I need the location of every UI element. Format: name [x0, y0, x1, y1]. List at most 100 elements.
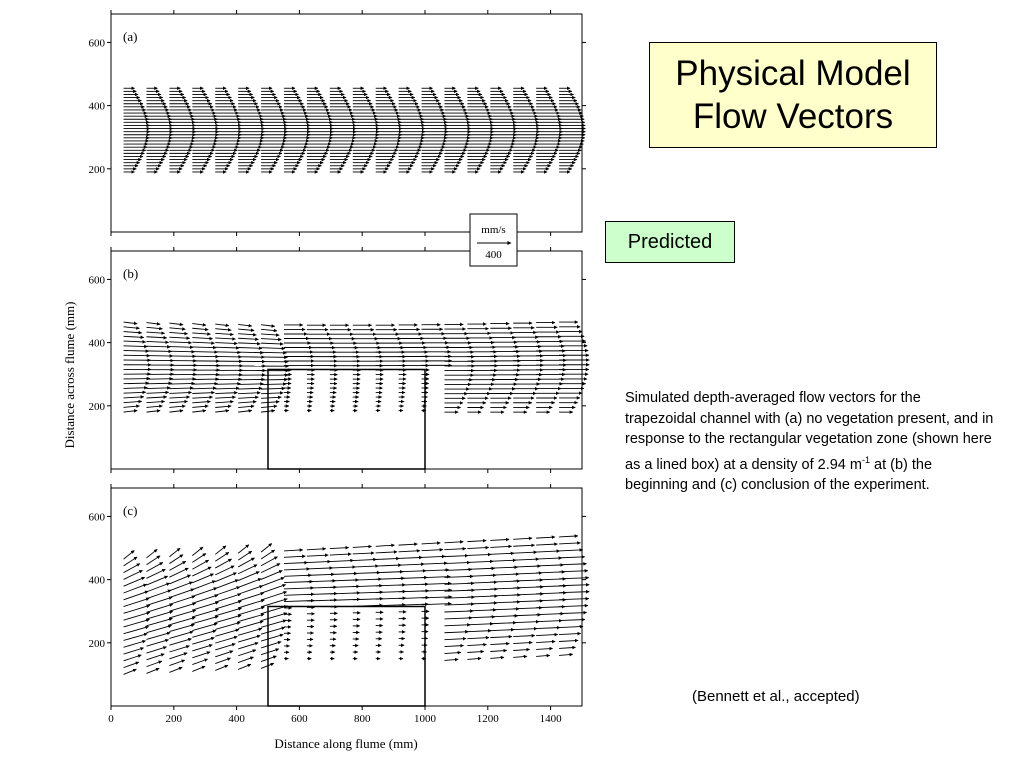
flow-vector	[398, 555, 423, 560]
flow-vector	[261, 337, 282, 342]
flow-vector	[169, 616, 196, 626]
flow-vector	[123, 639, 146, 648]
flow-vector	[215, 586, 241, 596]
flow-vector	[146, 568, 166, 579]
panel-c-label: (c)	[123, 503, 137, 518]
flow-vector	[169, 386, 194, 390]
flow-vector	[192, 390, 215, 395]
flow-vector	[169, 602, 196, 612]
scale-key-value: 400	[485, 249, 502, 261]
flow-vector	[467, 628, 492, 633]
flow-vector	[238, 649, 257, 657]
flow-vector	[306, 559, 331, 564]
flow-vector	[559, 541, 581, 545]
flow-vector	[421, 541, 441, 545]
flow-vector	[215, 600, 242, 610]
flow-vector	[536, 563, 564, 567]
flow-vector	[169, 554, 184, 564]
flow-vector	[444, 650, 462, 655]
flow-vector	[146, 409, 161, 413]
flow-vector	[123, 569, 143, 580]
flow-vector	[467, 538, 487, 543]
flow-vector	[169, 409, 184, 413]
flow-vector	[169, 595, 196, 605]
y-axis-label: Distance across flume (mm)	[62, 302, 77, 449]
flow-vector	[352, 564, 379, 568]
panel-a: (a) 200 400 600	[89, 10, 586, 236]
flow-vector	[146, 322, 161, 326]
flow-vector	[192, 566, 212, 577]
flow-vector	[238, 613, 265, 623]
flow-vector	[123, 385, 148, 390]
flow-vector	[146, 624, 172, 634]
flow-vector	[283, 573, 312, 578]
flow-vector	[123, 321, 138, 326]
flow-vector	[192, 327, 209, 332]
flow-vector	[192, 399, 211, 404]
flow-vector	[146, 660, 163, 668]
flow-vector	[169, 652, 188, 660]
flow-vector	[192, 546, 204, 556]
flow-vector	[536, 625, 561, 630]
predicted-label: Predicted	[627, 230, 713, 253]
flow-vector	[215, 635, 238, 644]
flow-vector	[490, 537, 510, 542]
flow-vector	[260, 633, 284, 642]
flow-vector	[352, 544, 372, 549]
flow-vector	[238, 634, 261, 643]
x-tick-label: 1000	[414, 713, 437, 725]
flow-vector	[490, 641, 510, 646]
flow-vector	[375, 550, 398, 554]
flow-vector	[513, 633, 536, 638]
flow-vector	[375, 543, 395, 548]
flow-vector	[444, 623, 471, 627]
flow-vector	[146, 399, 166, 404]
flow-vector	[192, 636, 215, 645]
flow-vector	[123, 550, 135, 560]
y-tick-label: 600	[89, 511, 106, 523]
flow-vector	[123, 625, 149, 635]
flow-vector	[192, 323, 207, 327]
flow-vector	[467, 635, 490, 640]
flow-vector	[215, 642, 236, 651]
flow-vector	[260, 640, 282, 649]
flow-vector	[123, 404, 140, 409]
flow-vector	[169, 581, 193, 592]
flow-vector	[146, 562, 164, 572]
flow-vector	[123, 611, 151, 621]
flow-vector	[215, 551, 230, 562]
flow-vector	[169, 327, 186, 331]
flow-vector	[146, 575, 169, 586]
flow-vector	[559, 569, 589, 573]
flow-vector	[215, 386, 240, 391]
flow-vector	[215, 628, 240, 637]
flow-vector	[146, 555, 161, 566]
flow-vector	[352, 551, 375, 555]
flow-vector	[237, 550, 253, 561]
flow-vector	[490, 544, 513, 549]
y-tick-label: 400	[89, 575, 106, 587]
vegetation-zone-b	[267, 368, 426, 470]
flow-vector	[398, 549, 421, 553]
flow-vector	[467, 552, 492, 557]
flow-vector	[169, 645, 190, 653]
flow-vector	[146, 326, 163, 331]
flow-vector	[238, 337, 259, 342]
flow-vector	[192, 658, 208, 666]
predicted-box: Predicted	[605, 221, 735, 263]
flow-vector	[215, 409, 230, 413]
flow-vector	[123, 563, 141, 574]
flow-vector	[215, 328, 232, 332]
flow-vector	[192, 601, 219, 611]
flow-vector	[192, 332, 211, 336]
flow-vector	[283, 554, 306, 559]
flow-vector	[169, 567, 189, 578]
flow-vector	[192, 386, 217, 390]
page-title: Physical Model Flow Vectors	[675, 54, 911, 136]
flow-vector	[146, 349, 173, 354]
y-tick-label: 200	[89, 164, 106, 176]
flow-vector	[559, 576, 590, 580]
flow-vector	[123, 654, 142, 662]
flow-vector	[192, 409, 207, 413]
flow-vector	[146, 404, 163, 409]
